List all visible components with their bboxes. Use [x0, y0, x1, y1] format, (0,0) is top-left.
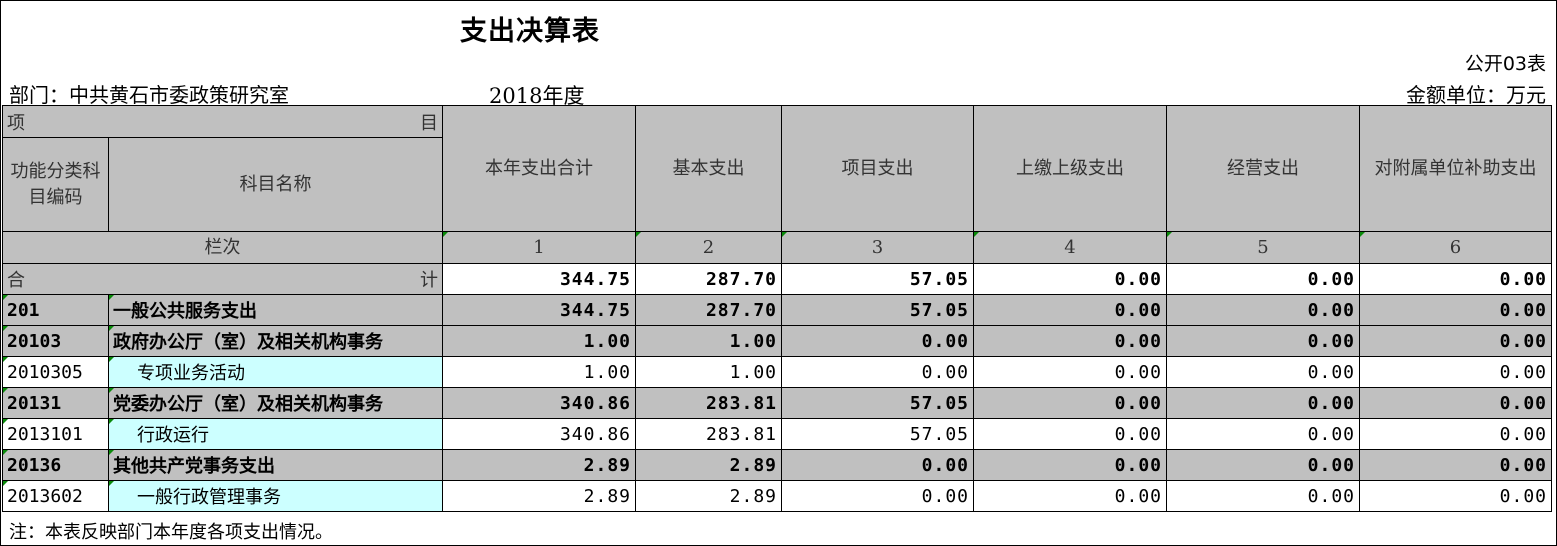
row-value-6[interactable]: 0.00	[1359, 480, 1552, 512]
row-value-1[interactable]: 2.89	[442, 480, 636, 512]
row-name[interactable]: 一般公共服务支出	[108, 294, 443, 326]
col-header-2[interactable]: 基本支出	[635, 105, 782, 232]
total-left: 合	[7, 270, 25, 291]
row-value-6[interactable]: 0.00	[1359, 387, 1552, 419]
row-value-4[interactable]: 0.00	[973, 449, 1167, 481]
row-code[interactable]: 20136	[2, 449, 109, 481]
row-name[interactable]: 专项业务活动	[108, 356, 443, 388]
row-value-4[interactable]: 0.00	[973, 325, 1167, 357]
row-value-2[interactable]: 2.89	[635, 480, 782, 512]
row-value-2[interactable]: 2.89	[635, 449, 782, 481]
row-value-5[interactable]: 0.00	[1166, 387, 1360, 419]
col-number-5[interactable]: 5	[1166, 231, 1360, 264]
row-name[interactable]: 政府办公厅（室）及相关机构事务	[108, 325, 443, 357]
row-value-2[interactable]: 287.70	[635, 294, 782, 326]
row-value-1[interactable]: 2.89	[442, 449, 636, 481]
col-number-1[interactable]: 1	[442, 231, 636, 264]
row-name[interactable]: 党委办公厅（室）及相关机构事务	[108, 387, 443, 419]
footnote: 注：本表反映部门本年度各项支出情况。	[9, 522, 333, 543]
name-header[interactable]: 科目名称	[108, 137, 443, 232]
row-code[interactable]: 201	[2, 294, 109, 326]
col-header-3[interactable]: 项目支出	[781, 105, 974, 232]
table-row: 20131 党委办公厅（室）及相关机构事务 340.86 283.81 57.05 0.0…	[2, 387, 1552, 419]
row-value-3[interactable]: 0.00	[781, 480, 974, 512]
total-right: 计	[420, 270, 438, 291]
row-value-5[interactable]: 0.00	[1166, 356, 1360, 388]
row-value-2[interactable]: 283.81	[635, 418, 782, 450]
table-row: 2013602 一般行政管理事务 2.89 2.89 0.00 0.00 0.00 0.00	[2, 480, 1552, 512]
row-value-3[interactable]: 57.05	[781, 418, 974, 450]
col-number-3[interactable]: 3	[781, 231, 974, 264]
table-row: 20103 政府办公厅（室）及相关机构事务 1.00 1.00 0.00 0.00 0.00…	[2, 325, 1552, 357]
col-header-6[interactable]: 对附属单位补助支出	[1359, 105, 1552, 232]
row-value-6[interactable]: 0.00	[1359, 356, 1552, 388]
department-label: 部门：中共黄石市委政策研究室	[9, 83, 289, 107]
page-title: 支出决算表	[460, 16, 600, 47]
row-code[interactable]: 20103	[2, 325, 109, 357]
col-number-2[interactable]: 2	[635, 231, 782, 264]
row-value-4[interactable]: 0.00	[973, 387, 1167, 419]
row-value-2[interactable]: 1.00	[635, 325, 782, 357]
row-code[interactable]: 2013602	[2, 480, 109, 512]
row-value-2[interactable]: 1.00	[635, 356, 782, 388]
total-label-cell[interactable]: 合计	[2, 263, 443, 295]
header-item-cell[interactable]: 项目	[2, 105, 443, 138]
table-row: 2010305 专项业务活动 1.00 1.00 0.00 0.00 0.00 0.00	[2, 356, 1552, 388]
row-value-2[interactable]: 283.81	[635, 387, 782, 419]
row-name[interactable]: 一般行政管理事务	[108, 480, 443, 512]
table-row: 2013101 行政运行 340.86 283.81 57.05 0.00 0.00 0.00	[2, 418, 1552, 450]
code-header[interactable]: 功能分类科目编码	[2, 137, 109, 232]
year-label: 2018年度	[489, 84, 585, 108]
row-value-1[interactable]: 1.00	[442, 356, 636, 388]
row-code[interactable]: 2010305	[2, 356, 109, 388]
row-value-4[interactable]: 0.00	[973, 294, 1167, 326]
row-name[interactable]: 其他共产党事务支出	[108, 449, 443, 481]
row-value-1[interactable]: 340.86	[442, 418, 636, 450]
row-value-1[interactable]: 340.86	[442, 387, 636, 419]
row-value-4[interactable]: 0.00	[973, 480, 1167, 512]
row-value-5[interactable]: 0.00	[1166, 418, 1360, 450]
row-value-5[interactable]: 0.00	[1166, 325, 1360, 357]
row-name[interactable]: 行政运行	[108, 418, 443, 450]
row-value-4[interactable]: 0.00	[973, 356, 1167, 388]
row-code[interactable]: 20131	[2, 387, 109, 419]
row-value-1[interactable]: 344.75	[442, 294, 636, 326]
row-value-3[interactable]: 57.05	[781, 294, 974, 326]
total-value-2[interactable]: 287.70	[635, 263, 782, 295]
total-value-6[interactable]: 0.00	[1359, 263, 1552, 295]
row-value-5[interactable]: 0.00	[1166, 294, 1360, 326]
total-value-5[interactable]: 0.00	[1166, 263, 1360, 295]
row-value-3[interactable]: 0.00	[781, 356, 974, 388]
row-value-6[interactable]: 0.00	[1359, 325, 1552, 357]
total-value-4[interactable]: 0.00	[973, 263, 1167, 295]
col-number-4[interactable]: 4	[973, 231, 1167, 264]
table-row: 20136 其他共产党事务支出 2.89 2.89 0.00 0.00 0.00 0.00	[2, 449, 1552, 481]
expenditure-table: 项目 本年支出合计 基本支出 项目支出 上缴上级支出 经营支出 对附属单位补助支…	[2, 105, 1552, 512]
col-header-5[interactable]: 经营支出	[1166, 105, 1360, 232]
row-value-5[interactable]: 0.00	[1166, 480, 1360, 512]
unit-label: 金额单位：万元	[1406, 83, 1546, 107]
row-value-6[interactable]: 0.00	[1359, 294, 1552, 326]
header-item-left: 项	[7, 112, 25, 134]
lanci-cell[interactable]: 栏次	[2, 231, 443, 264]
col-header-4[interactable]: 上缴上级支出	[973, 105, 1167, 232]
row-value-3[interactable]: 0.00	[781, 449, 974, 481]
total-value-1[interactable]: 344.75	[442, 263, 636, 295]
row-value-1[interactable]: 1.00	[442, 325, 636, 357]
total-value-3[interactable]: 57.05	[781, 263, 974, 295]
row-value-4[interactable]: 0.00	[973, 418, 1167, 450]
col-number-6[interactable]: 6	[1359, 231, 1552, 264]
row-value-5[interactable]: 0.00	[1166, 449, 1360, 481]
table-row: 201 一般公共服务支出 344.75 287.70 57.05 0.00 0.00 0.00	[2, 294, 1552, 326]
col-header-1[interactable]: 本年支出合计	[442, 105, 636, 232]
row-value-3[interactable]: 0.00	[781, 325, 974, 357]
form-number: 公开03表	[1464, 53, 1546, 75]
header-item-right: 目	[420, 112, 438, 134]
row-code[interactable]: 2013101	[2, 418, 109, 450]
row-value-6[interactable]: 0.00	[1359, 449, 1552, 481]
row-value-6[interactable]: 0.00	[1359, 418, 1552, 450]
row-value-3[interactable]: 57.05	[781, 387, 974, 419]
